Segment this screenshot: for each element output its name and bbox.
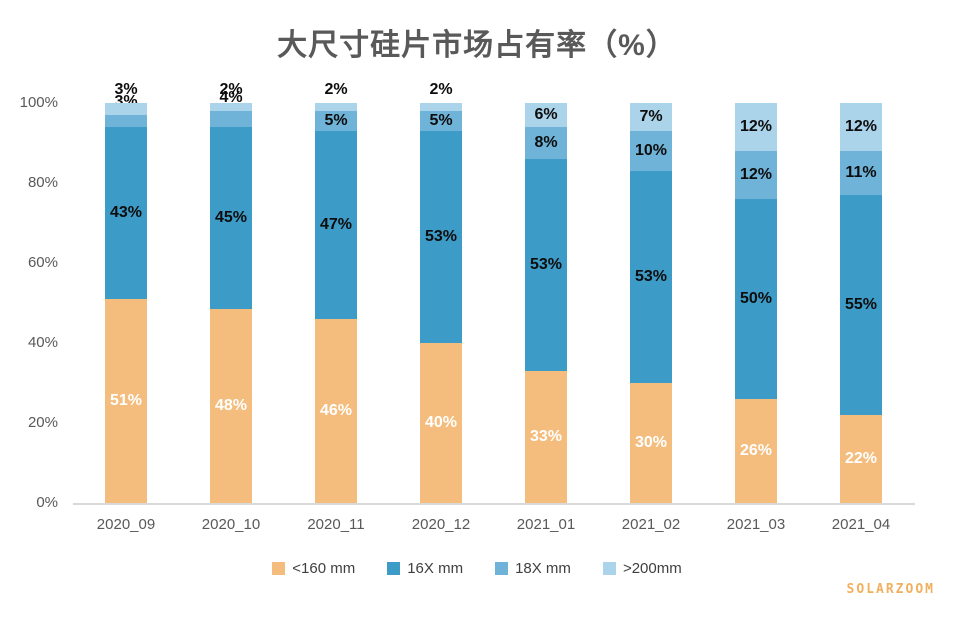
x-axis-line xyxy=(73,503,915,505)
data-label: 51% xyxy=(109,392,143,409)
data-label: 43% xyxy=(109,204,143,221)
x-tick-label: 2021_03 xyxy=(726,516,786,533)
bar-segment-16Xmm xyxy=(210,127,252,310)
x-tick-label: 2021_01 xyxy=(516,516,576,533)
data-label: 6% xyxy=(534,106,558,123)
bar-segment-16Xmm xyxy=(420,131,462,343)
legend-swatch-icon xyxy=(495,562,509,575)
data-label: 33% xyxy=(529,428,563,445)
bar-segment-18Xmm xyxy=(525,127,567,159)
data-label: 10% xyxy=(634,142,668,159)
bar-segment-18Xmm xyxy=(735,151,777,199)
data-label: 11% xyxy=(845,164,877,181)
data-label: 45% xyxy=(214,209,248,227)
x-tick-label: 2020_12 xyxy=(411,516,471,533)
x-tick-label: 2021_04 xyxy=(831,516,891,533)
legend-label: 18X mm xyxy=(515,560,571,577)
y-tick-label: 60% xyxy=(27,254,58,271)
y-tick-label: 100% xyxy=(19,94,58,111)
bar-segment-18Xmm xyxy=(420,111,462,131)
x-tick-label: 2020_11 xyxy=(307,516,365,533)
data-label: 48% xyxy=(214,397,248,415)
data-label: 46% xyxy=(319,402,353,419)
data-label: 40% xyxy=(424,414,458,431)
bar-segment-16Xmm xyxy=(105,127,147,299)
legend-swatch-icon xyxy=(602,562,616,575)
chart-title: 大尺寸硅片市场占有率（%） xyxy=(277,29,677,62)
legend-swatch-icon xyxy=(272,562,286,575)
legend-item: <160 mm xyxy=(272,560,355,577)
bar-segment-18Xmm xyxy=(630,131,672,171)
bar-segment-16Xmm xyxy=(315,131,357,319)
data-label: 53% xyxy=(529,256,563,273)
legend-item: >200mm xyxy=(602,560,682,577)
bar-segment-200mm xyxy=(630,103,672,131)
y-tick-label: 80% xyxy=(27,174,58,191)
bar-segment-16Xmm xyxy=(525,159,567,371)
bar-segment-16Xmm xyxy=(630,171,672,383)
bar-segment-200mm xyxy=(315,103,357,111)
bar-segment-18Xmm xyxy=(840,151,882,195)
y-tick-label: 0% xyxy=(36,494,58,511)
x-tick-label: 2020_10 xyxy=(201,516,261,533)
bar-segment-16Xmm xyxy=(735,199,777,399)
data-label: 4% xyxy=(219,89,243,107)
legend: <160 mm 16X mm 18X mm >200mm xyxy=(0,560,954,577)
bar-segment-18Xmm xyxy=(315,111,357,131)
data-label: 2% xyxy=(429,81,453,98)
y-tick-label: 20% xyxy=(27,414,58,431)
bar-segment-200mm xyxy=(210,103,252,112)
bar-segment-160mm xyxy=(735,399,777,503)
bar-segment-16Xmm xyxy=(840,195,882,415)
x-tick-label: 2021_02 xyxy=(621,516,681,533)
bar-segment-160mm xyxy=(315,319,357,503)
data-label: 53% xyxy=(424,228,458,245)
data-label: 12% xyxy=(739,166,773,183)
data-label: 8% xyxy=(534,134,558,151)
x-tick-label: 2020_09 xyxy=(96,516,156,533)
bar-segment-18Xmm xyxy=(210,111,252,128)
bar-segment-200mm xyxy=(525,103,567,127)
legend-label: >200mm xyxy=(622,560,682,577)
bar-segment-160mm xyxy=(210,309,252,503)
data-label: 3% xyxy=(114,81,138,98)
legend-swatch-icon xyxy=(387,562,401,575)
data-label: 12% xyxy=(844,118,878,135)
bar-segment-200mm xyxy=(105,103,147,115)
watermark: SOLARZOOM xyxy=(846,582,935,597)
data-label: 53% xyxy=(634,268,668,285)
bar-segment-160mm xyxy=(420,343,462,503)
bar-segment-200mm xyxy=(420,103,462,111)
data-label: 22% xyxy=(844,450,878,467)
legend-label: 16X mm xyxy=(407,560,464,577)
bar-segment-160mm xyxy=(630,383,672,503)
bar-segment-200mm xyxy=(840,103,882,151)
data-label: 30% xyxy=(634,434,668,451)
legend-item: 16X mm xyxy=(387,560,463,577)
data-label: 7% xyxy=(639,108,663,125)
data-label: 50% xyxy=(739,290,773,307)
bar-segment-18Xmm xyxy=(105,115,147,127)
data-label: 2% xyxy=(324,81,348,98)
legend-label: <160 mm xyxy=(292,560,356,577)
y-tick-label: 40% xyxy=(27,334,58,351)
data-label: 26% xyxy=(739,442,773,459)
data-label: 47% xyxy=(319,216,353,233)
legend-item: 18X mm xyxy=(495,560,571,577)
data-label: 5% xyxy=(429,112,453,129)
bar-segment-160mm xyxy=(840,415,882,503)
data-label: 5% xyxy=(324,112,348,129)
data-label: 12% xyxy=(739,118,773,135)
bar-segment-200mm xyxy=(735,103,777,151)
data-label: 2% xyxy=(219,81,243,98)
data-label: 55% xyxy=(844,296,878,313)
bar-segment-160mm xyxy=(105,299,147,503)
bar-segment-160mm xyxy=(525,371,567,503)
